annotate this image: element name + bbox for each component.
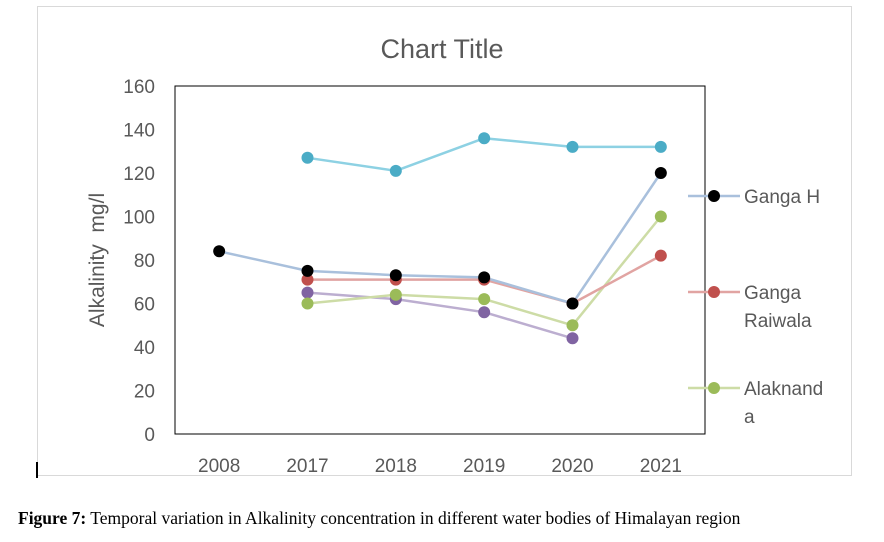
data-point — [389, 269, 402, 282]
legend-label: a — [744, 407, 755, 428]
legend-marker — [708, 190, 720, 202]
legend-marker — [708, 286, 720, 298]
series-line — [307, 291, 573, 340]
legend-marker — [708, 382, 720, 394]
plot-area-border — [174, 85, 706, 435]
y-tick-label: 120 — [123, 164, 155, 185]
legend-label: Raiwala — [744, 311, 812, 332]
data-point — [654, 140, 667, 153]
figure-caption: Figure 7: Temporal variation in Alkalini… — [18, 508, 878, 529]
y-tick-label: 60 — [134, 295, 155, 316]
data-point — [566, 319, 579, 332]
data-point — [301, 273, 314, 286]
x-tick-label: 2008 — [198, 456, 240, 477]
x-tick-label: 2021 — [640, 456, 682, 477]
text-cursor-mark — [36, 462, 38, 478]
data-point — [301, 151, 314, 164]
data-point — [566, 332, 579, 345]
caption-text: Temporal variation in Alkalinity concent… — [86, 508, 741, 528]
x-tick-label: 2018 — [375, 456, 417, 477]
x-tick-label: 2017 — [286, 456, 328, 477]
data-point — [213, 245, 226, 258]
data-point — [389, 288, 402, 301]
y-tick-label: 20 — [134, 382, 155, 403]
y-tick-label: 160 — [123, 77, 155, 98]
y-tick-label: 140 — [123, 121, 155, 142]
data-point — [478, 293, 491, 306]
y-tick-label: 100 — [123, 208, 155, 229]
data-point — [654, 167, 667, 179]
data-point — [654, 249, 667, 262]
data-point — [566, 297, 579, 310]
data-point — [478, 306, 491, 319]
y-axis-label: Alkalinity mg/l — [86, 193, 109, 327]
chart-title: Chart Title — [380, 34, 503, 64]
data-point — [478, 132, 491, 145]
legend-label: Ganga H — [744, 187, 820, 208]
data-point — [478, 271, 491, 284]
x-tick-label: 2020 — [551, 456, 593, 477]
data-point — [566, 140, 579, 153]
y-tick-label: 80 — [134, 251, 155, 272]
data-point — [301, 297, 314, 310]
chart-frame — [37, 6, 852, 476]
legend-label: Alaknand — [744, 379, 823, 400]
y-tick-label: 0 — [144, 425, 155, 446]
data-point — [301, 286, 314, 299]
caption-label: Figure 7: — [18, 508, 87, 528]
data-point — [301, 264, 314, 277]
x-tick-label: 2019 — [463, 456, 505, 477]
y-tick-label: 40 — [134, 338, 155, 359]
series-line — [218, 172, 662, 305]
data-point — [389, 164, 402, 177]
data-point — [654, 210, 667, 223]
legend-label: Ganga — [744, 283, 801, 304]
